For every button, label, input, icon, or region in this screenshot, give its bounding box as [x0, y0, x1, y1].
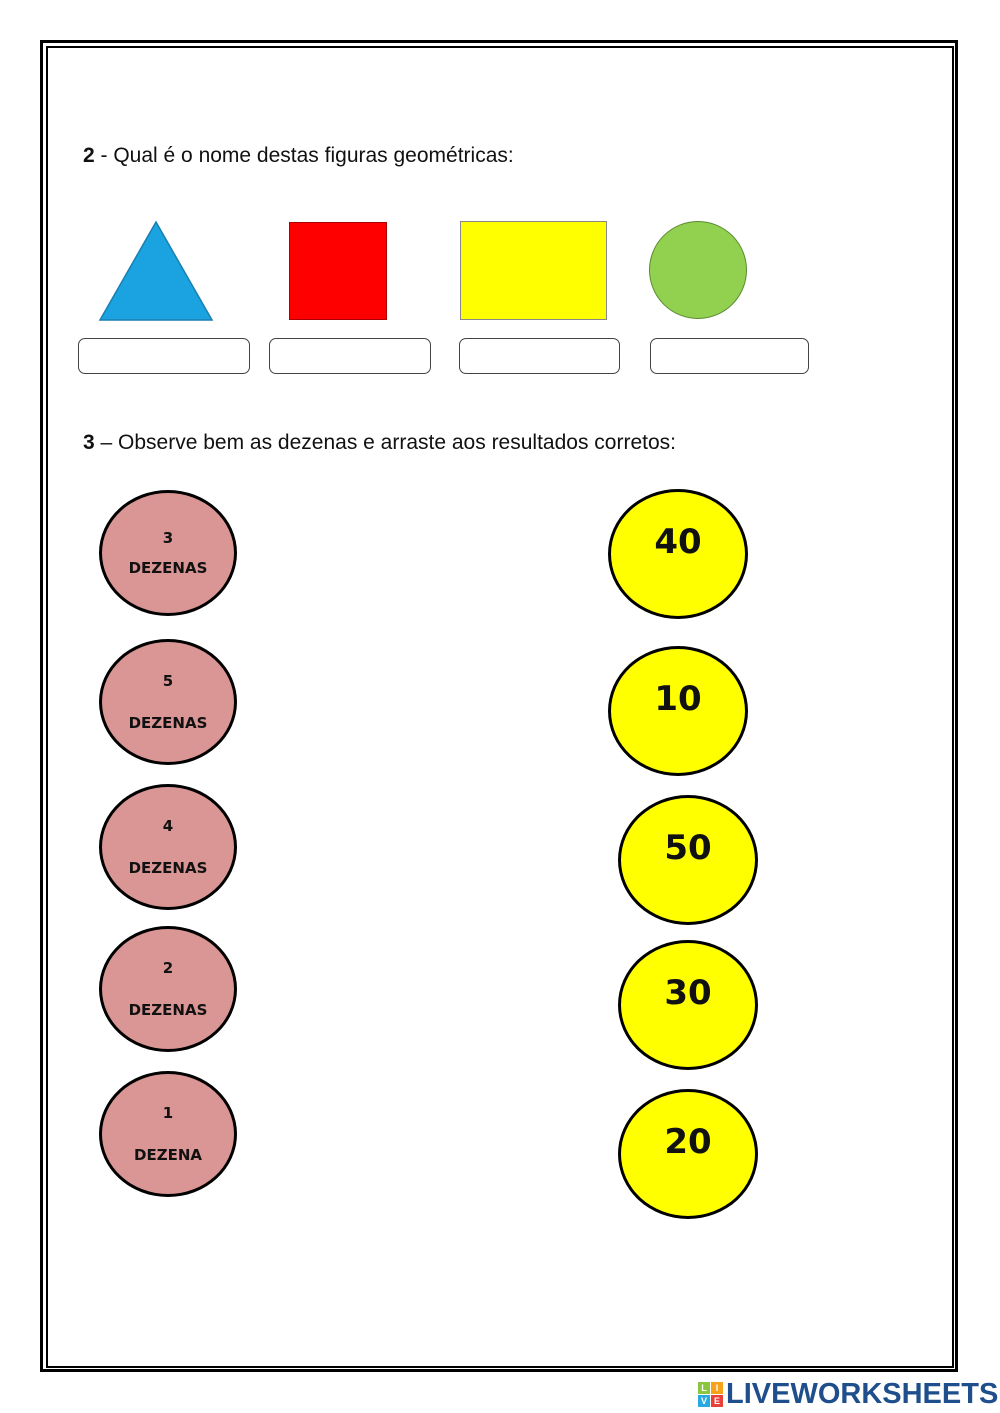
question-number: 3 [83, 431, 95, 454]
question-3: 3 – Observe bem as dezenas e arraste aos… [83, 431, 676, 455]
result-value: 40 [654, 522, 702, 562]
result-drop-target[interactable]: 30 [618, 940, 758, 1070]
tens-count: 4 [162, 817, 174, 835]
tens-count: 1 [162, 1104, 174, 1122]
logo-text: LIVEWORKSHEETS [726, 1378, 999, 1410]
result-drop-target[interactable]: 40 [608, 489, 748, 619]
triangle-shape [98, 220, 214, 321]
result-drop-target[interactable]: 50 [618, 795, 758, 925]
logo-icon: L I V E [698, 1382, 723, 1407]
question-text: - Qual é o nome destas figuras geométric… [94, 144, 514, 167]
result-value: 50 [664, 828, 712, 868]
logo-letter: L [698, 1382, 710, 1394]
square-shape [289, 222, 387, 320]
question-2: 2 - Qual é o nome destas figuras geométr… [83, 144, 514, 168]
tens-drag-item[interactable]: 5 DEZENAS [99, 639, 237, 765]
answer-input-square[interactable] [269, 338, 431, 374]
tens-label: DEZENAS [128, 859, 208, 877]
question-number: 2 [83, 144, 95, 167]
tens-label: DEZENAS [128, 1001, 208, 1019]
answer-input-triangle[interactable] [78, 338, 250, 374]
page-border-outer [40, 40, 958, 1372]
rectangle-shape [460, 221, 607, 320]
tens-drag-item[interactable]: 2 DEZENAS [99, 926, 237, 1052]
logo-letter: E [711, 1395, 723, 1407]
tens-count: 5 [162, 672, 174, 690]
liveworksheets-logo: L I V E LIVEWORKSHEETS [698, 1378, 998, 1411]
result-drop-target[interactable]: 20 [618, 1089, 758, 1219]
result-value: 30 [664, 973, 712, 1013]
result-value: 10 [654, 679, 702, 719]
tens-label: DEZENAS [128, 714, 208, 732]
answer-input-circle[interactable] [650, 338, 809, 374]
question-text: – Observe bem as dezenas e arraste aos r… [94, 431, 676, 454]
logo-letter: I [711, 1382, 723, 1394]
tens-drag-item[interactable]: 1 DEZENA [99, 1071, 237, 1197]
tens-label: DEZENAS [128, 559, 208, 577]
answer-input-rectangle[interactable] [459, 338, 620, 374]
tens-label: DEZENA [134, 1146, 202, 1164]
tens-drag-item[interactable]: 4 DEZENAS [99, 784, 237, 910]
tens-count: 3 [162, 529, 174, 547]
tens-count: 2 [162, 959, 174, 977]
result-drop-target[interactable]: 10 [608, 646, 748, 776]
page-border-inner [46, 46, 954, 1368]
circle-shape [649, 221, 747, 319]
logo-letter: V [698, 1395, 710, 1407]
result-value: 20 [664, 1122, 712, 1162]
tens-drag-item[interactable]: 3 DEZENAS [99, 490, 237, 616]
